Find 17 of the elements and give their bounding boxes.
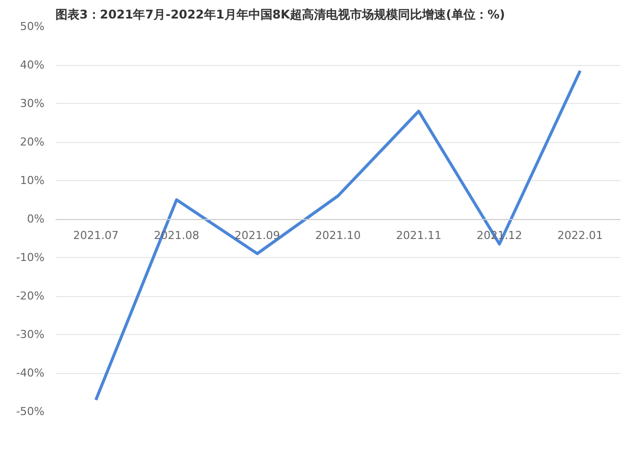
y-tick-label: -30%: [16, 328, 45, 341]
y-tick-label: -10%: [16, 251, 45, 264]
x-tick-label: 2021.11: [396, 229, 442, 242]
y-tick-label: 0%: [27, 212, 44, 226]
y-tick-label: -50%: [16, 405, 45, 418]
y-tick-label: -40%: [16, 366, 45, 380]
chart-title: 图表3：2021年7月-2022年1月年中国8K超高清电视市场规模同比增速(单位：%): [56, 8, 505, 22]
y-tick-label: 50%: [20, 20, 45, 33]
y-tick-label: 20%: [20, 136, 45, 148]
x-tick-label: 2021.10: [315, 229, 361, 242]
x-tick-label: 2021.09: [234, 229, 280, 242]
y-tick-label: 10%: [20, 174, 45, 187]
x-tick-label: 2021.07: [73, 229, 119, 242]
y-tick-label: 30%: [20, 97, 45, 110]
x-tick-label: 2022.01: [557, 229, 603, 242]
y-tick-label: -20%: [16, 290, 45, 302]
y-tick-label: 40%: [20, 58, 45, 72]
